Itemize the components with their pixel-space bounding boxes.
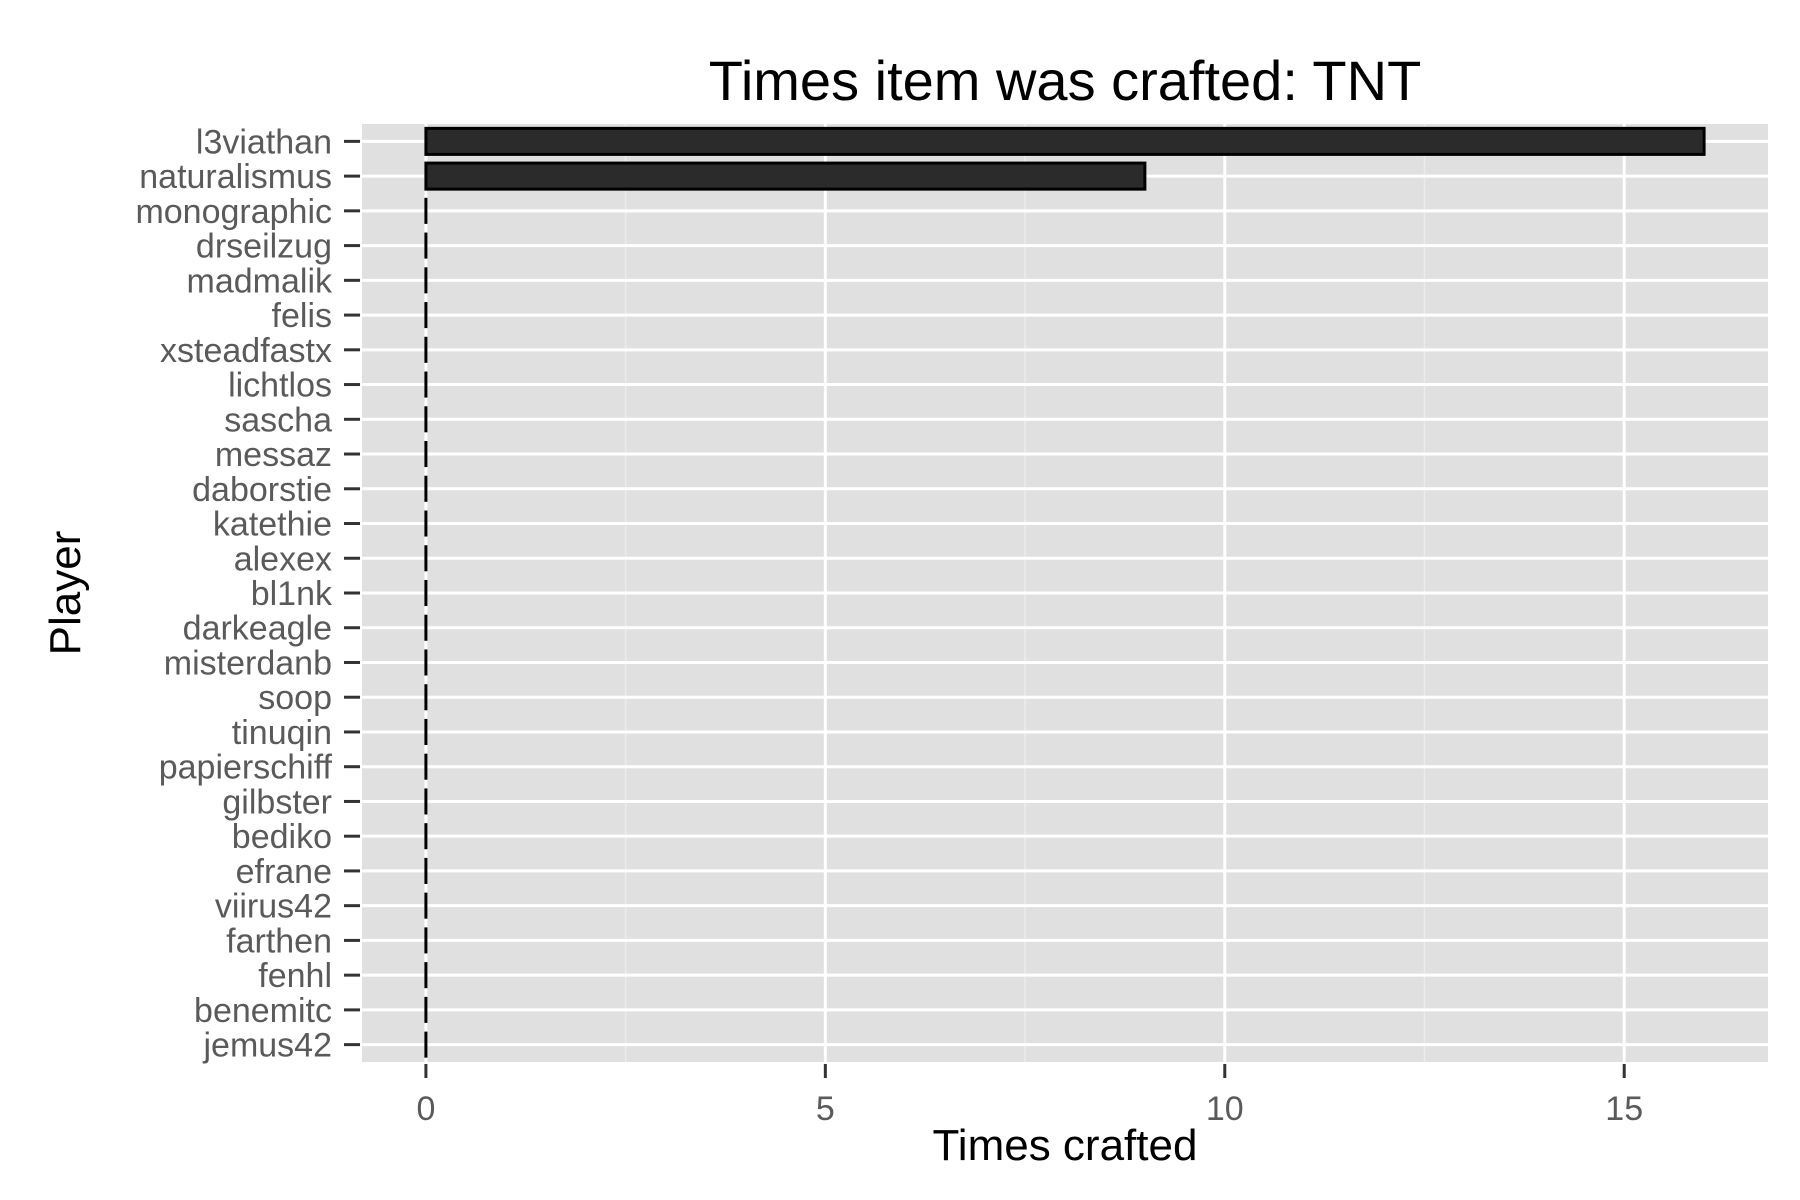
y-tick-label: naturalismus — [139, 158, 332, 196]
y-tick-label: daborstie — [192, 471, 332, 509]
y-tick-label: monographic — [135, 193, 332, 231]
x-axis: 0 5 10 15 — [416, 1064, 1643, 1128]
chart-title: Times item was crafted: TNT — [709, 49, 1422, 112]
y-tick-label: drseilzug — [196, 228, 332, 266]
bars — [424, 126, 1706, 1058]
y-tick-label: felis — [272, 297, 332, 335]
y-axis: l3viathannaturalismusmonographicdrseilzu… — [135, 123, 360, 1065]
y-tick-label: misterdanb — [164, 644, 332, 682]
y-tick-label: efrane — [236, 853, 332, 891]
y-tick-label: alexex — [234, 540, 332, 578]
y-tick-label: jemus42 — [202, 1027, 332, 1065]
bar — [424, 126, 1706, 156]
y-tick-label: darkeagle — [183, 610, 332, 648]
x-tick-label: 15 — [1605, 1090, 1643, 1128]
y-tick-label: gilbster — [222, 783, 332, 821]
y-axis-title: Player — [41, 531, 90, 656]
x-tick-label: 5 — [816, 1090, 835, 1128]
y-tick-label: katethie — [213, 506, 332, 544]
y-tick-label: l3viathan — [196, 123, 332, 161]
bar — [424, 161, 1147, 191]
x-tick-label: 10 — [1206, 1090, 1244, 1128]
y-tick-label: madmalik — [187, 262, 333, 300]
y-tick-label: lichtlos — [228, 367, 332, 405]
x-axis-title: Times crafted — [933, 1121, 1198, 1170]
y-tick-label: papierschiff — [159, 749, 333, 787]
y-tick-label: bl1nk — [251, 575, 333, 613]
y-tick-label: soop — [258, 679, 332, 717]
y-tick-label: fenhl — [258, 957, 332, 995]
y-tick-label: farthen — [226, 922, 332, 960]
y-tick-label: tinuqin — [232, 714, 332, 752]
y-tick-label: bediko — [232, 818, 332, 856]
y-tick-label: xsteadfastx — [160, 332, 332, 370]
y-tick-label: sascha — [224, 401, 332, 439]
x-tick-label: 0 — [416, 1090, 435, 1128]
y-tick-label: messaz — [215, 436, 332, 474]
y-tick-label: viirus42 — [215, 888, 332, 926]
y-tick-label: benemitc — [194, 992, 332, 1030]
